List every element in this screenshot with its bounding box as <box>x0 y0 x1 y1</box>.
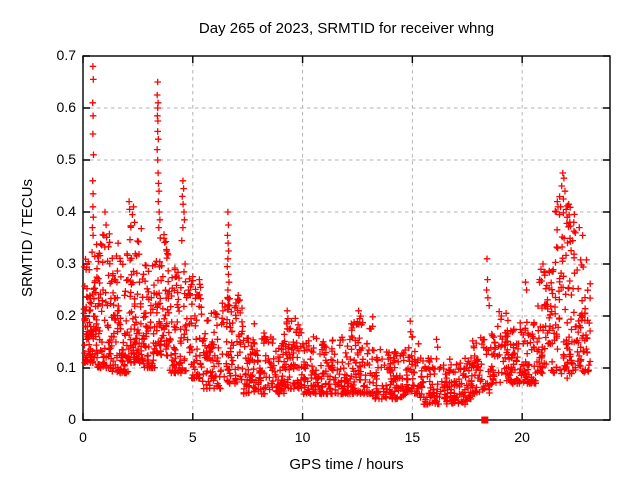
y-tick-label: 0.6 <box>56 99 76 115</box>
y-tick-label: 0.5 <box>56 151 76 167</box>
y-tick-label: 0.2 <box>56 307 76 323</box>
x-tick-label: 5 <box>188 429 197 445</box>
chart-title: Day 265 of 2023, SRMTID for receiver whn… <box>198 20 495 37</box>
special-markers <box>481 416 489 424</box>
x-tick-label: 0 <box>79 429 87 445</box>
plot-border <box>82 55 611 421</box>
x-tick-label: 15 <box>404 429 421 445</box>
filled-square-marker <box>481 416 489 424</box>
srmtid-scatter-points <box>80 63 594 408</box>
y-tick-label: 0 <box>68 411 76 427</box>
y-tick-label: 0.1 <box>56 359 76 375</box>
grid-lines <box>83 56 610 420</box>
x-axis-title: GPS time / hours <box>289 456 404 473</box>
x-tick-label: 20 <box>514 429 530 445</box>
x-tick-label: 10 <box>294 429 311 445</box>
y-tick-label: 0.7 <box>56 47 76 63</box>
y-tick-label: 0.3 <box>56 255 76 271</box>
y-tick-label: 0.4 <box>56 203 76 219</box>
